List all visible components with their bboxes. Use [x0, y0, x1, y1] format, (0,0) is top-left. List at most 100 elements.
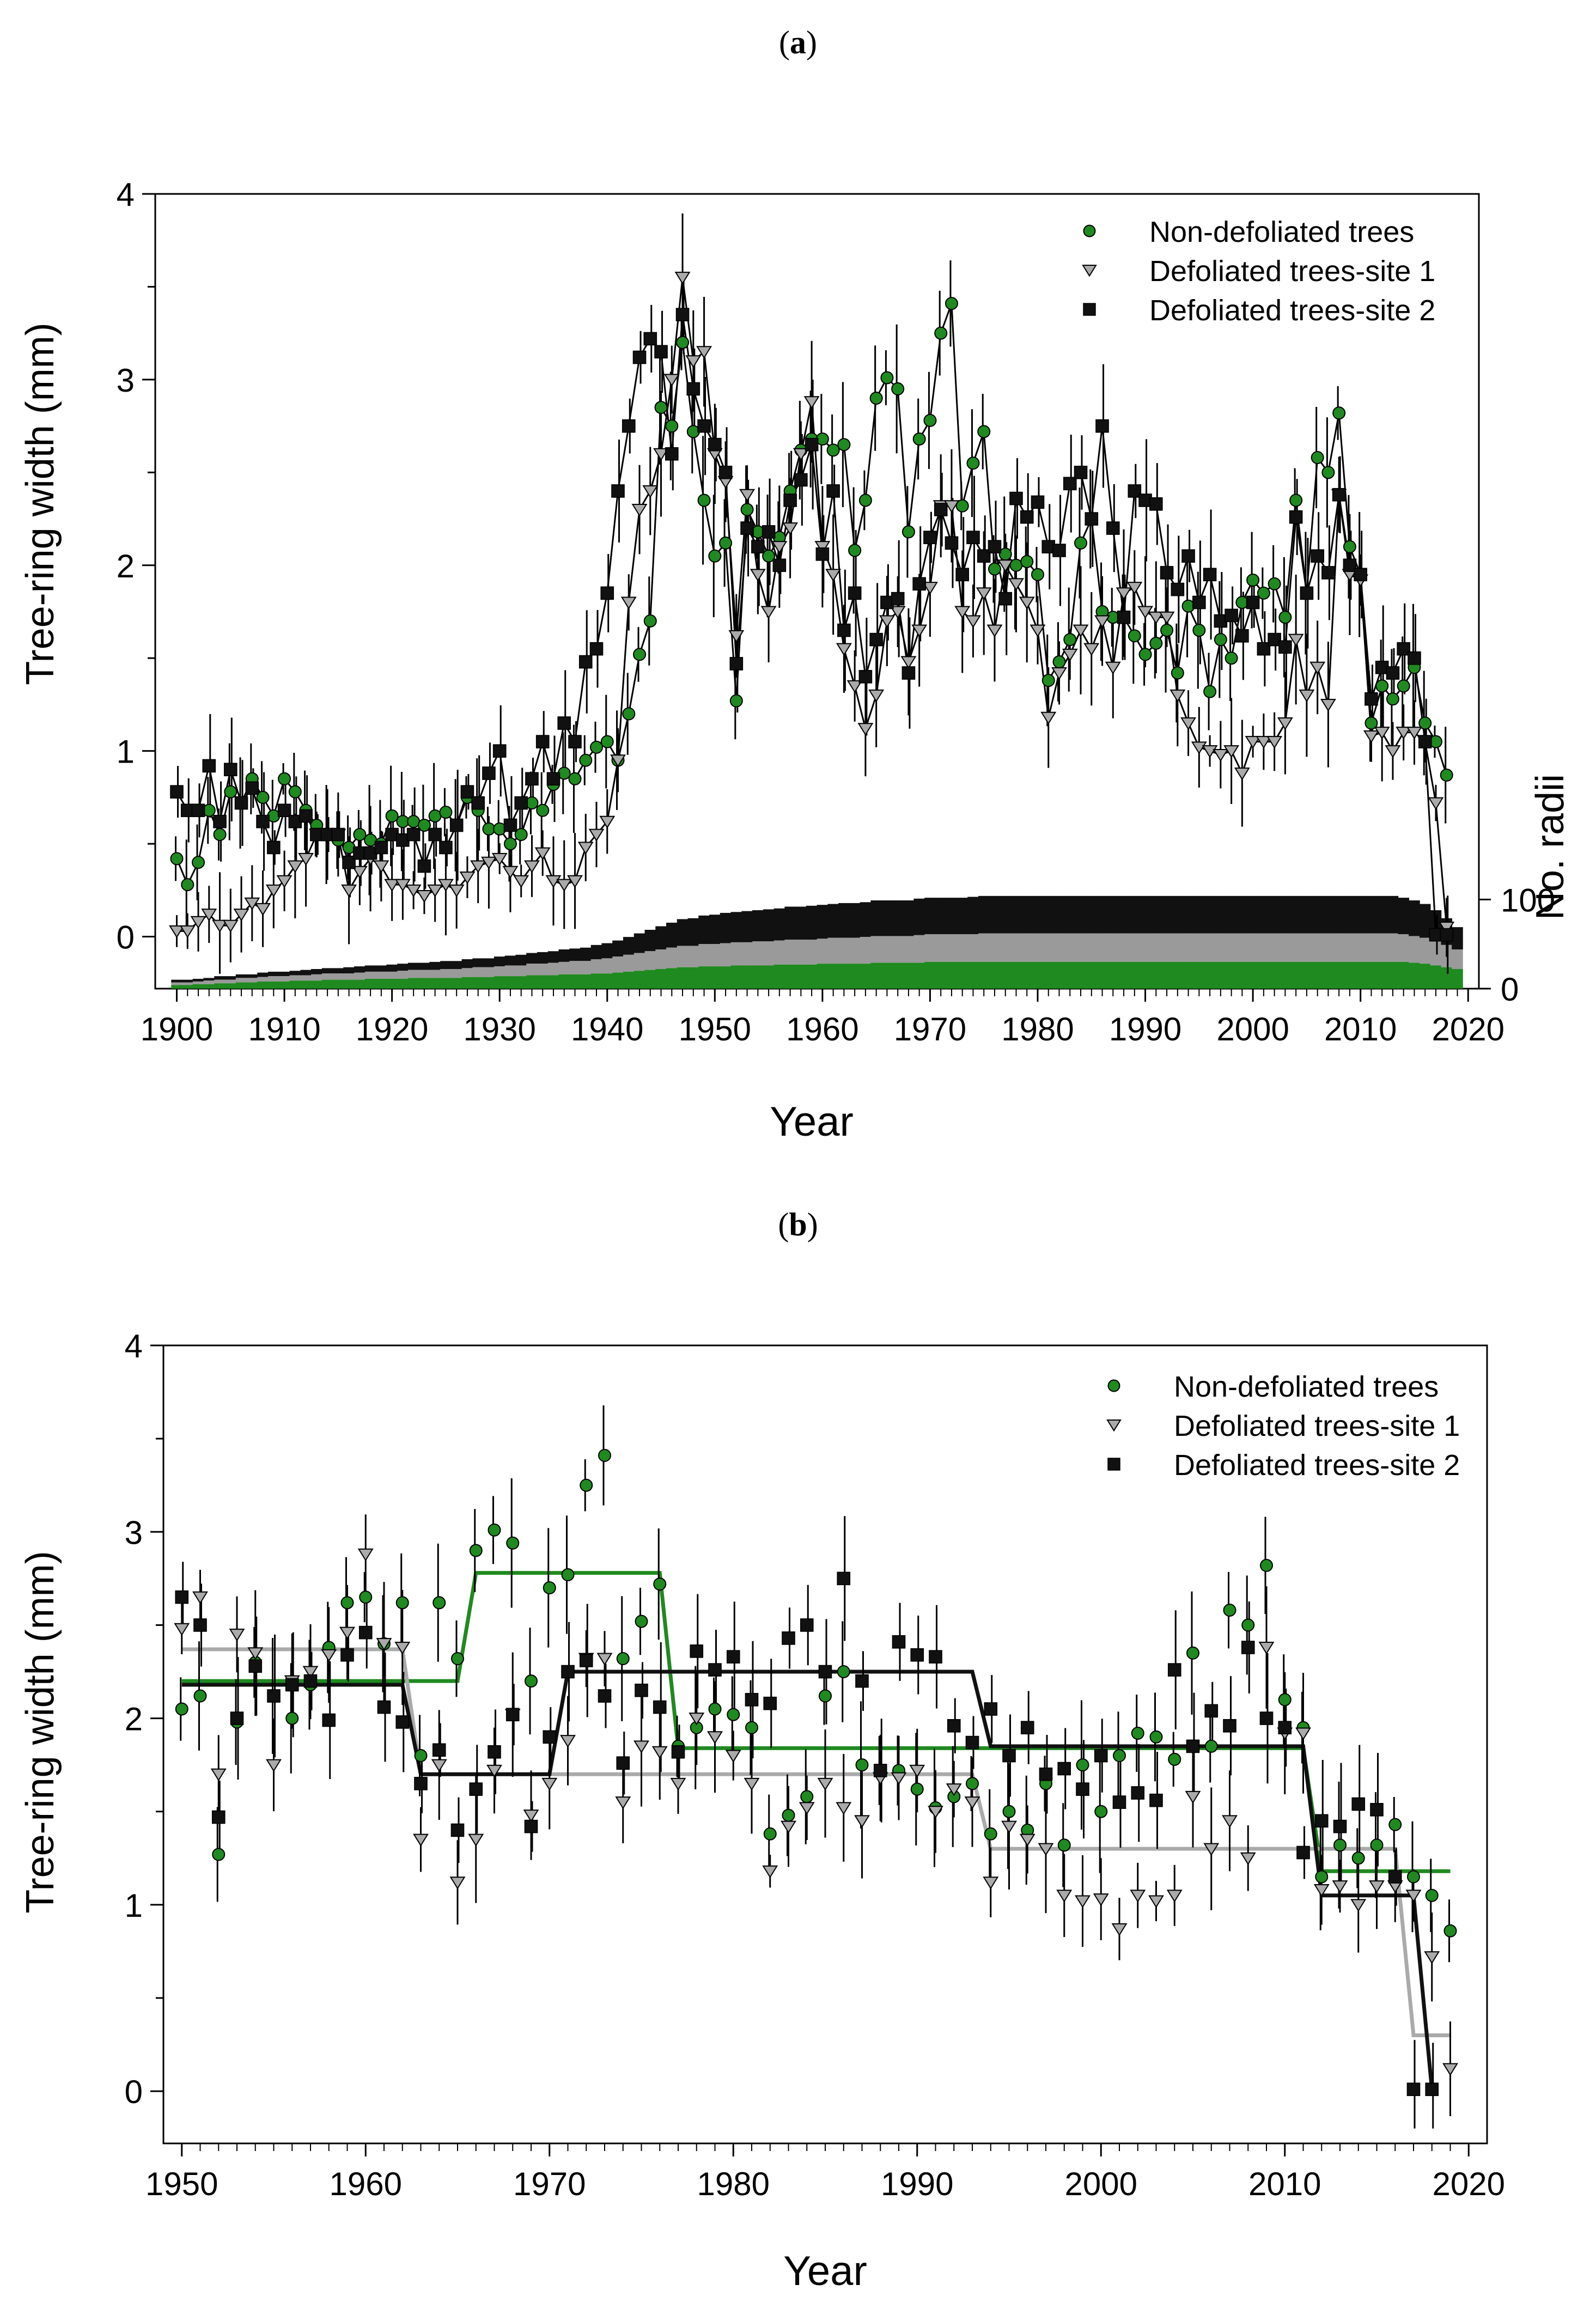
a-radii-bar-black: [483, 958, 495, 967]
a-point-square: [1332, 488, 1346, 502]
panel-b-xlabel: Year: [783, 2248, 867, 2294]
a-radii-bar-green: [612, 972, 624, 989]
a-point-triangle-down: [620, 596, 637, 610]
a-point-square: [1085, 512, 1099, 526]
a-radii-bar-green: [504, 976, 516, 989]
b-point-square: [1186, 1739, 1200, 1753]
a-point-triangle-down: [287, 860, 303, 873]
b-point-circle: [800, 1790, 814, 1804]
a-point-circle: [912, 432, 926, 446]
a-xtick-label: 1960: [786, 1011, 858, 1047]
b-point-circle: [193, 1689, 207, 1703]
a-radii-bar-green: [601, 973, 613, 989]
a-xtick-label: 1950: [679, 1011, 751, 1047]
b-point-triangle-down: [229, 1629, 245, 1642]
a-radii-bar-green: [838, 964, 850, 989]
a-radii-bar-green: [698, 966, 710, 989]
a-radii-bar-green: [1301, 961, 1313, 989]
a-point-circle: [1128, 629, 1141, 643]
a-point-circle: [1397, 679, 1410, 693]
a-point-circle: [869, 391, 883, 405]
b-point-triangle-down: [1203, 1843, 1220, 1856]
a-radii-bar-black: [1107, 895, 1119, 934]
b-point-square: [671, 1745, 685, 1759]
b-point-square: [1131, 1786, 1145, 1800]
b-point-triangle-down: [781, 1820, 796, 1834]
a-point-square: [514, 796, 528, 810]
a-point-square: [762, 525, 776, 539]
b-series-1-markers: [175, 1448, 1457, 1938]
a-point-circle: [923, 413, 937, 427]
a-point-triangle-down: [373, 860, 389, 873]
a-point-square: [1117, 610, 1131, 624]
a-point-square: [1031, 495, 1045, 509]
a-radii-bar-gray: [644, 951, 656, 970]
a-radii-bar-gray: [903, 936, 915, 963]
a-radii-bar-gray: [1053, 933, 1065, 962]
a-point-circle: [1203, 685, 1217, 698]
a-legend-marker-1: [1083, 224, 1096, 237]
a-point-square: [869, 632, 883, 647]
a-radii-bar-gray: [364, 971, 376, 979]
a-radii-bar-black: [1010, 895, 1022, 934]
a-point-square: [611, 484, 625, 498]
a-point-square: [191, 803, 205, 818]
b-point-square: [469, 1782, 483, 1796]
b-point-square: [965, 1735, 979, 1750]
a-radii-bar-green: [870, 962, 882, 989]
a-radii-bar-black: [817, 905, 829, 939]
b-point-square: [1204, 1704, 1219, 1718]
b-point-triangle-down: [1075, 1895, 1091, 1908]
a-radii-bar-black: [537, 952, 549, 964]
a-radii-bar-green: [1129, 961, 1141, 989]
a-point-circle: [891, 382, 905, 395]
a-radii-bar-gray: [429, 970, 441, 978]
a-radii-bar-black: [1280, 895, 1291, 934]
a-radii-bar-gray: [881, 936, 893, 963]
a-radii-bar-green: [171, 985, 182, 989]
a-radii-bar-gray: [612, 957, 624, 973]
a-ytick-label: 3: [117, 362, 135, 399]
a-point-circle: [1246, 574, 1260, 587]
a-radii-bar-green: [687, 967, 699, 989]
a-point-triangle-down: [255, 903, 271, 916]
a-radii-bar-gray: [569, 961, 581, 974]
a-radii-bar-black: [375, 965, 387, 972]
b-point-circle: [395, 1596, 409, 1610]
a-point-square: [503, 818, 517, 832]
a-point-triangle-down: [190, 916, 206, 929]
b-series-3-errorbars: [182, 1516, 1434, 2129]
b-point-circle: [1407, 1870, 1420, 1884]
b-point-triangle-down: [1350, 1899, 1367, 1912]
a-radii-bar-gray: [1172, 933, 1184, 962]
a-point-circle: [256, 790, 270, 804]
a-radii-bar-gray: [1323, 933, 1334, 962]
a-radii-bar-gray: [946, 934, 958, 962]
a-point-circle: [181, 878, 194, 892]
a-radii-bar-green: [343, 979, 355, 989]
b-point-triangle-down: [394, 1642, 411, 1655]
a-radii-bar-black: [957, 898, 968, 935]
b-point-circle: [432, 1596, 446, 1610]
a-point-triangle-down: [836, 643, 852, 656]
a-radii-bar-green: [483, 977, 495, 989]
a-radii-bar-green: [1183, 961, 1194, 989]
b-point-square: [414, 1777, 428, 1790]
a-point-triangle-down: [760, 606, 777, 619]
a-point-circle: [1278, 611, 1292, 624]
a-radii-bar-gray: [1409, 936, 1420, 963]
a-point-triangle-down: [384, 879, 400, 892]
a-point-triangle-down: [825, 569, 842, 582]
a-radii-bar-black: [429, 961, 441, 970]
a-radii-bar-black: [580, 947, 592, 961]
a-radii-bar-gray: [1258, 933, 1270, 962]
a-radii-bar-green: [407, 978, 419, 989]
b-point-circle: [340, 1596, 354, 1610]
a-point-circle: [514, 828, 528, 842]
a-legend-label-3: Defoliated trees-site 2: [1149, 294, 1435, 327]
a-point-square: [1020, 510, 1034, 524]
a-point-triangle-down: [653, 448, 669, 461]
a-point-triangle-down: [879, 615, 895, 628]
a-radii-bar-black: [203, 978, 215, 981]
a-radii-bar-gray: [720, 943, 732, 967]
